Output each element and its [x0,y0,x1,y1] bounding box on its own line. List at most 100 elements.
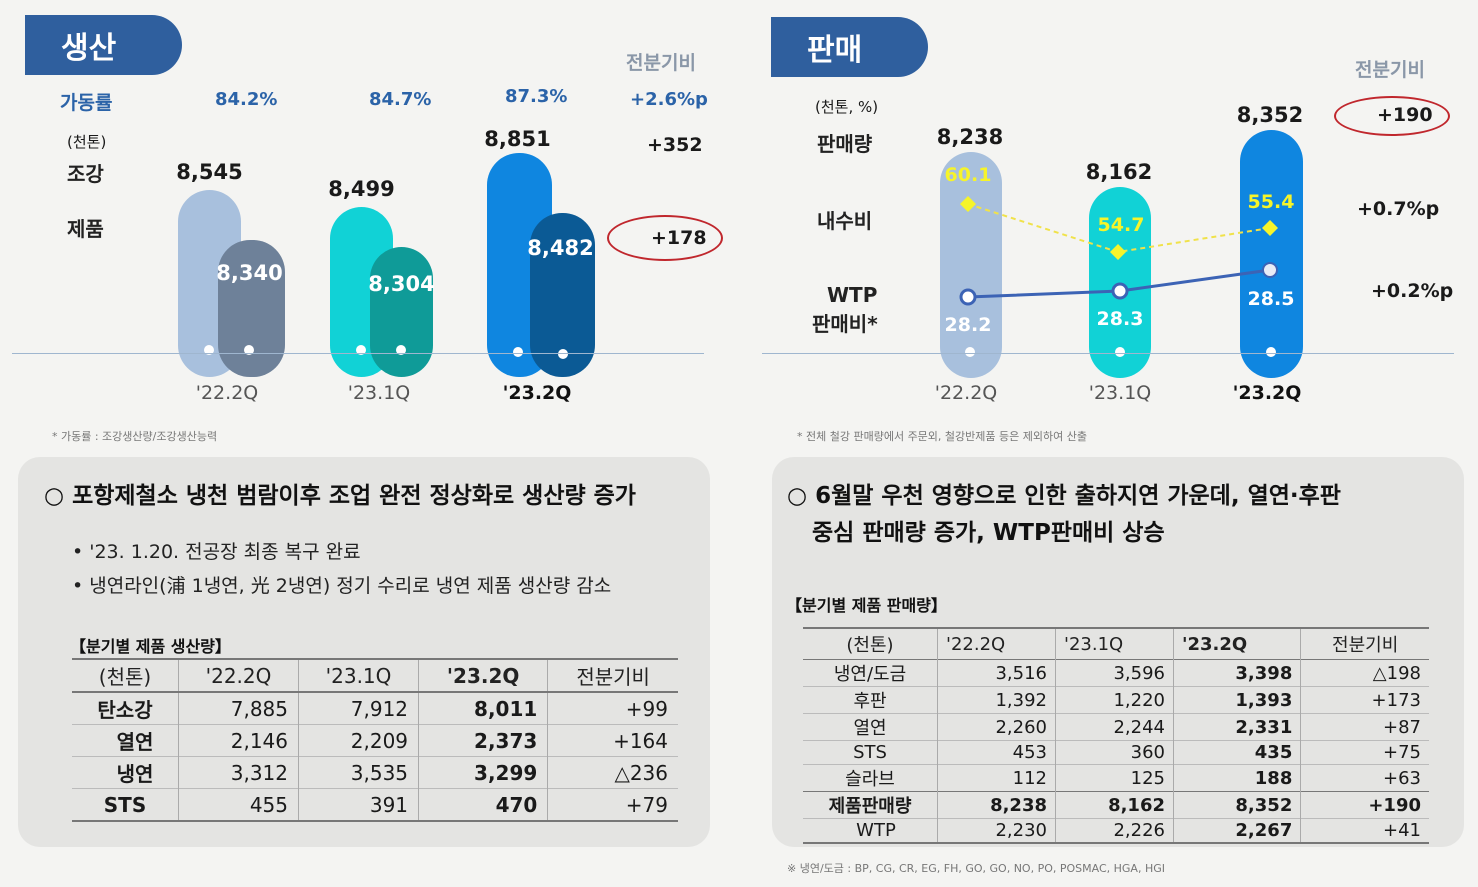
sales-volume-change-highlight [1334,96,1450,136]
table-header-cell: '22.2Q [937,628,1056,660]
table-cell: 2,230 [937,818,1056,843]
sales-volume-23-2q: 8,352 [1236,103,1304,127]
table-cell: 7,912 [298,692,419,725]
utilization-22-2q: 84.2% [215,89,278,110]
production-table-title: 【분기별 제품 생산량】 [70,637,231,656]
table-cell: +41 [1300,818,1429,843]
table-cell: 1,393 [1172,686,1301,714]
bar-dot [204,345,214,355]
sales-table-note: ※ 냉연/도금 : BP, CG, CR, EG, FH, GO, GO, NO… [787,862,1165,875]
sales-unit: (천톤, %) [815,98,879,116]
table-header-cell: (천톤) [846,635,894,656]
domestic-ratio-change: +0.7%p [1357,198,1440,220]
table-row: 열연 2,260 2,244 2,331 +87 [803,713,1429,741]
table-cell: 8,238 [937,791,1056,819]
steel-value-22-2q: 8,545 [176,160,243,184]
table-cell: +63 [1300,764,1429,792]
table-header-cell: '23.2Q [1172,628,1301,660]
table-cell: 360 [1055,740,1174,765]
table-cell: 470 [418,788,548,821]
table-row: 탄소강 7,885 7,912 8,011 +99 [72,692,678,725]
table-row: 냉연/도금 3,516 3,596 3,398 △198 [803,659,1429,687]
sales-volume-change: +190 [1377,104,1433,126]
product-label: 제품 [67,217,104,241]
table-header-row: (천톤) '22.2Q '23.1Q '23.2Q 전분기비 [72,659,678,692]
sales-quarter-23-2q: '23.2Q [1232,382,1302,404]
sales-quarter-22-2q: '22.2Q [934,382,998,404]
sales-bar-23-2q [1240,130,1303,378]
production-headline: ○ 포항제철소 냉천 범람이후 조업 완전 정상화로 생산량 증가 [44,483,636,509]
table-row: 후판 1,392 1,220 1,393 +173 [803,686,1429,714]
wtp-value-23-2q: 28.5 [1247,288,1295,310]
production-quarter-23-1q: '23.1Q [347,382,411,404]
steel-value-23-1q: 8,499 [328,177,395,201]
table-cell: +87 [1300,713,1429,741]
table-cell: 7,885 [177,692,299,725]
table-cell: 제품판매량 [828,796,912,817]
production-quarter-23-2q: '23.2Q [502,382,572,404]
table-row: STS 455 391 470 +79 [72,788,678,821]
utilization-23-1q: 84.7% [369,89,432,110]
table-cell: 188 [1172,764,1301,792]
table-cell: 3,516 [937,659,1056,687]
table-cell: STS [853,742,887,763]
wtp-value-22-2q: 28.2 [944,314,992,336]
domestic-marker-22-2q [960,196,976,212]
wtp-label-line1: WTP [827,283,878,307]
wtp-value-23-1q: 28.3 [1096,308,1144,330]
sales-bar-22-2q [940,152,1002,378]
table-header-cell: '22.2Q [177,659,299,692]
domestic-ratio-label: 내수비 [817,209,873,233]
product-value-23-1q: 8,304 [368,272,435,296]
table-cell: 2,331 [1172,713,1301,741]
utilization-change: +2.6%p [630,89,708,110]
table-cell: 3,535 [298,756,419,789]
production-yoy-header: 전분기비 [626,52,696,74]
table-cell: STS [103,792,147,817]
table-cell: 1,220 [1055,686,1174,714]
sales-volume-22-2q: 8,238 [936,125,1004,149]
production-table: (천톤) '22.2Q '23.1Q '23.2Q 전분기비 탄소강 7,885… [72,658,678,822]
bar-dot [244,345,254,355]
table-cell: 2,373 [418,724,548,757]
utilization-23-2q: 87.3% [505,86,568,107]
bar-dot [396,345,406,355]
table-cell: 3,596 [1055,659,1174,687]
sales-volume-23-1q: 8,162 [1085,160,1153,184]
production-quarter-22-2q: '22.2Q [195,382,259,404]
table-cell: +164 [547,724,678,757]
bar-dot [356,345,366,355]
table-cell: +75 [1300,740,1429,765]
table-cell: 3,312 [177,756,299,789]
production-baseline [12,353,704,354]
table-header-cell: '23.1Q [1055,628,1174,660]
table-row: 슬라브 112 125 188 +63 [803,764,1429,792]
table-row: 냉연 3,312 3,535 3,299 △236 [72,756,678,789]
table-cell: +190 [1300,791,1429,819]
table-row-total: 제품판매량 8,238 8,162 8,352 +190 [803,791,1429,819]
table-cell: 3,398 [1172,659,1301,687]
wtp-marker-23-2q [1262,262,1278,278]
table-header-row: (천톤) '22.2Q '23.1Q '23.2Q 전분기비 [803,628,1429,660]
table-cell: △198 [1300,659,1429,687]
sales-tab[interactable]: 판매 [771,17,928,77]
table-cell: 탄소강 [97,698,153,722]
table-cell: 2,146 [177,724,299,757]
production-tab[interactable]: 생산 [25,15,182,75]
table-cell: 2,244 [1055,713,1174,741]
wtp-label-line2: 판매비* [812,312,878,336]
production-bullet-2: • 냉연라인(浦 1냉연, 光 2냉연) 정기 수리로 냉연 제품 생산량 감소 [72,575,612,597]
table-cell: 슬라브 [845,769,895,790]
table-cell: 391 [298,788,419,821]
table-cell: 455 [177,788,299,821]
utilization-label: 가동률 [60,92,113,114]
bar-dot [1115,347,1125,357]
table-header-cell: 전분기비 [547,659,678,692]
table-row: 열연 2,146 2,209 2,373 +164 [72,724,678,757]
table-header-cell: (천톤) [98,665,152,689]
domestic-value-22-2q: 60.1 [944,164,992,186]
table-cell: +99 [547,692,678,725]
sales-headline-line2: 중심 판매량 증가, WTP판매비 상승 [812,520,1165,546]
steel-value-23-2q: 8,851 [484,127,551,151]
